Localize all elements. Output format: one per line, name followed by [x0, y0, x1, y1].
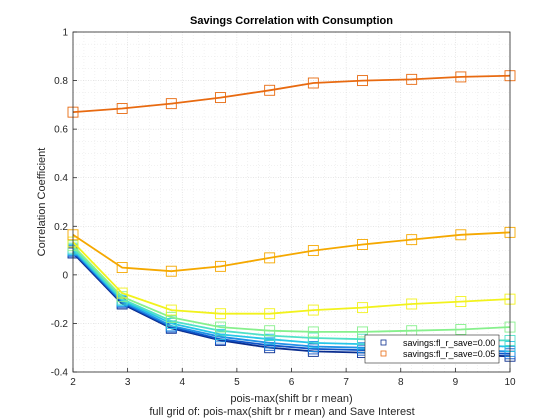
y-tick-label: 0	[62, 270, 68, 281]
x-tick-label: 6	[289, 377, 295, 388]
legend-marker-1	[380, 350, 387, 357]
chart-title: Savings Correlation with Consumption	[190, 15, 393, 27]
data-point	[165, 98, 177, 110]
data-point	[357, 239, 368, 250]
data-point	[264, 308, 276, 320]
data-point	[357, 302, 368, 314]
data-point	[264, 84, 276, 96]
data-point	[406, 73, 418, 85]
y-tick-label: 0.4	[54, 173, 68, 184]
data-point	[357, 326, 368, 338]
y-tick-label: 0.2	[54, 222, 68, 233]
y-axis-label: Correlation Coefficient	[36, 148, 48, 257]
data-point	[264, 325, 276, 337]
x-tick-label: 10	[504, 377, 516, 388]
data-point	[165, 304, 177, 316]
legend-entry-0: savings:fl_r_save=0.00	[403, 338, 495, 348]
data-point	[455, 71, 467, 83]
series-line	[72, 245, 511, 333]
series-line	[72, 74, 511, 113]
series-line	[72, 231, 511, 273]
y-tick-label: -0.4	[51, 368, 69, 379]
data-point	[455, 324, 467, 335]
data-point	[215, 308, 226, 320]
y-tick-label: 0.6	[54, 125, 68, 136]
series-line	[72, 241, 511, 315]
chart-caption: full grid of: pois-max(shift br r mean) …	[149, 406, 414, 418]
data-point	[406, 298, 418, 310]
data-point	[455, 229, 467, 241]
tick-layer: 2 3 4 5 6 7 8 9 10 -0.4 -0.2 0 0.2 0.4 0.6 0.8 1	[51, 28, 516, 389]
x-tick-label: 8	[398, 377, 404, 388]
x-tick-label: 2	[70, 377, 76, 388]
legend-marker-0	[380, 339, 387, 346]
data-point	[215, 321, 226, 333]
data-point	[215, 92, 226, 104]
data-point	[215, 260, 226, 272]
x-tick-label: 3	[125, 377, 131, 388]
x-tick-label: 5	[234, 377, 240, 388]
data-point	[307, 332, 319, 344]
x-axis-label: pois-max(shift br r mean)	[230, 393, 352, 405]
legend: savings:fl_r_save=0.00 savings:fl_r_save…	[364, 334, 500, 364]
data-point	[307, 304, 319, 316]
y-tick-label: 1	[62, 28, 68, 39]
data-point	[264, 252, 276, 264]
data-point	[357, 75, 368, 87]
data-point	[116, 287, 128, 299]
data-point	[116, 103, 128, 114]
data-point	[165, 311, 177, 323]
data-point	[406, 234, 418, 246]
x-tick-label: 9	[453, 377, 459, 388]
y-tick-label: -0.2	[51, 319, 69, 330]
data-point	[307, 77, 319, 89]
data-point	[307, 245, 319, 257]
legend-entry-1: savings:fl_r_save=0.05	[403, 349, 495, 359]
x-tick-label: 4	[179, 377, 185, 388]
legend-box	[364, 334, 500, 364]
data-point	[116, 262, 128, 274]
data-point	[455, 296, 467, 308]
y-tick-label: 0.8	[54, 76, 68, 87]
x-tick-label: 7	[343, 377, 349, 388]
data-point	[307, 326, 319, 338]
data-point	[165, 265, 177, 277]
